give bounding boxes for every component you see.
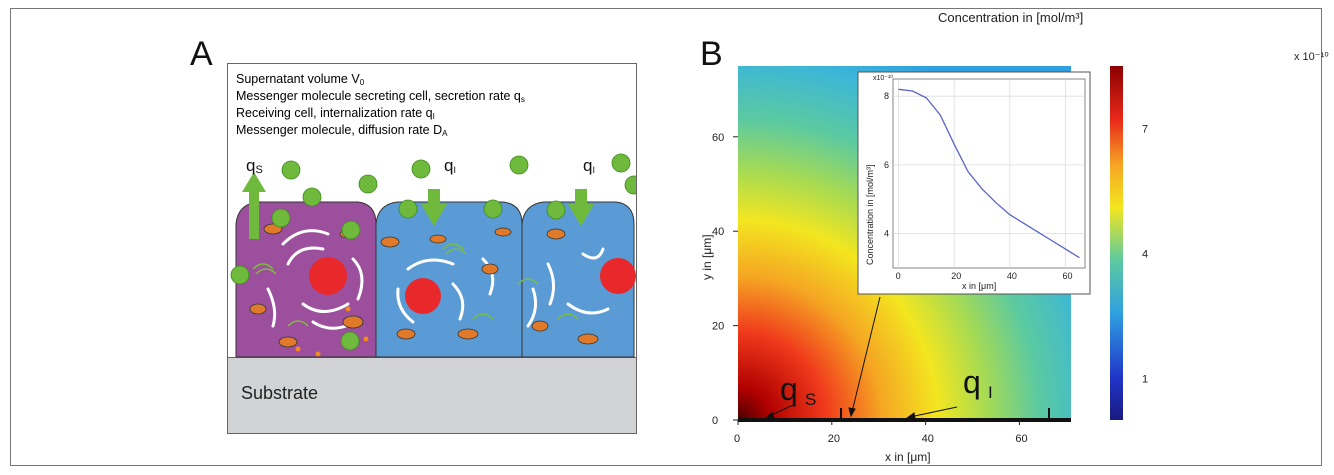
nucleus-rightmost-cell xyxy=(600,258,636,294)
q-secretion-label: qS xyxy=(246,156,263,176)
inset-y-exponent: x10⁻¹⁰ xyxy=(873,74,893,82)
inset-y-tick-label: 8 xyxy=(884,91,889,101)
panel-a-cell-diagram: Supernatant volume V0 Messenger molecule… xyxy=(227,63,637,434)
y-axis-label: y in [μm] xyxy=(700,234,714,280)
panel-a-letter: A xyxy=(190,35,213,73)
colorbar-tick-label: 1 xyxy=(1142,373,1148,385)
x-tick-label: 20 xyxy=(828,433,840,445)
heatmap-q-internalization-sub: I xyxy=(988,383,993,402)
y-tick-label: 40 xyxy=(712,226,724,238)
x-tick-label: 0 xyxy=(734,433,740,445)
x-tick-label: 40 xyxy=(922,433,934,445)
receiving-cell-2 xyxy=(521,201,635,358)
x-axis-ticks: 0 20 40 60 xyxy=(734,420,1028,445)
golgi-structures xyxy=(252,243,579,327)
cells-illustration xyxy=(230,153,636,358)
inset-y-label: Concentration in [mol/m³] xyxy=(865,164,875,265)
inset-concentration-line xyxy=(898,88,1080,259)
inset-y-ticks: 4 6 8 xyxy=(884,91,889,238)
colorbar xyxy=(1110,66,1123,420)
figure-frame xyxy=(10,8,1322,466)
colorbar-tick-label: 4 xyxy=(1142,248,1148,260)
heatmap-q-internalization: q xyxy=(963,364,981,400)
inset-series-line xyxy=(898,88,1080,259)
inset-x-tick-label: 40 xyxy=(1007,271,1017,281)
nucleus-receiving-1 xyxy=(405,278,441,314)
inset-x-tick-label: 0 xyxy=(896,271,901,281)
q-internalization-label-2: qI xyxy=(583,156,595,175)
y-tick-label: 60 xyxy=(712,132,724,144)
y-axis-ticks: 0 20 40 60 xyxy=(712,132,738,427)
inset-plot-area xyxy=(892,78,1086,269)
inset-x-tick-label: 60 xyxy=(1063,271,1073,281)
q-internalization-label-1: qI xyxy=(444,156,456,175)
y-tick-label: 0 xyxy=(712,415,718,427)
legend-secreting-cell: Messenger molecule secreting cell, secre… xyxy=(236,89,525,104)
substrate-label: Substrate xyxy=(241,383,319,403)
x-tick-label: 60 xyxy=(1015,433,1027,445)
colorbar-title: Concentration in [mol/m³] xyxy=(938,10,1084,25)
messenger-molecules xyxy=(230,153,636,351)
legend-messenger-molecule: Messenger molecule, diffusion rate DA xyxy=(236,123,448,138)
legend-receiving-cell: Receiving cell, internalization rate qI xyxy=(236,106,435,121)
heatmap-q-secretion: q xyxy=(780,371,798,407)
nucleus-secreting xyxy=(309,257,347,295)
er-swirls xyxy=(266,229,610,330)
cell-boundary-markers xyxy=(840,408,1050,420)
legend-supernatant: Supernatant volume V0 xyxy=(236,72,365,87)
colorbar-exponent: x 10⁻¹⁰ xyxy=(1294,51,1329,63)
heatmap-pointer-arrows xyxy=(764,296,958,420)
colorbar-tick-label: 7 xyxy=(1142,123,1148,135)
inset-grid xyxy=(893,79,1085,268)
inset-x-tick-label: 20 xyxy=(951,271,961,281)
inset-x-label: x in [μm] xyxy=(962,281,996,291)
panel-b-letter: B xyxy=(700,35,723,73)
inset-y-tick-label: 4 xyxy=(884,229,889,239)
inset-x-ticks: 0 20 40 60 xyxy=(896,271,1073,281)
colorbar-ticks: 7 4 1 xyxy=(1142,123,1148,385)
x-axis-label: x in [μm] xyxy=(885,450,931,464)
y-tick-label: 20 xyxy=(712,321,724,333)
substrate: Substrate xyxy=(228,357,636,433)
heatmap-q-secretion-sub: S xyxy=(805,390,816,409)
inset-y-tick-label: 6 xyxy=(884,160,889,170)
flux-arrows xyxy=(242,172,594,239)
